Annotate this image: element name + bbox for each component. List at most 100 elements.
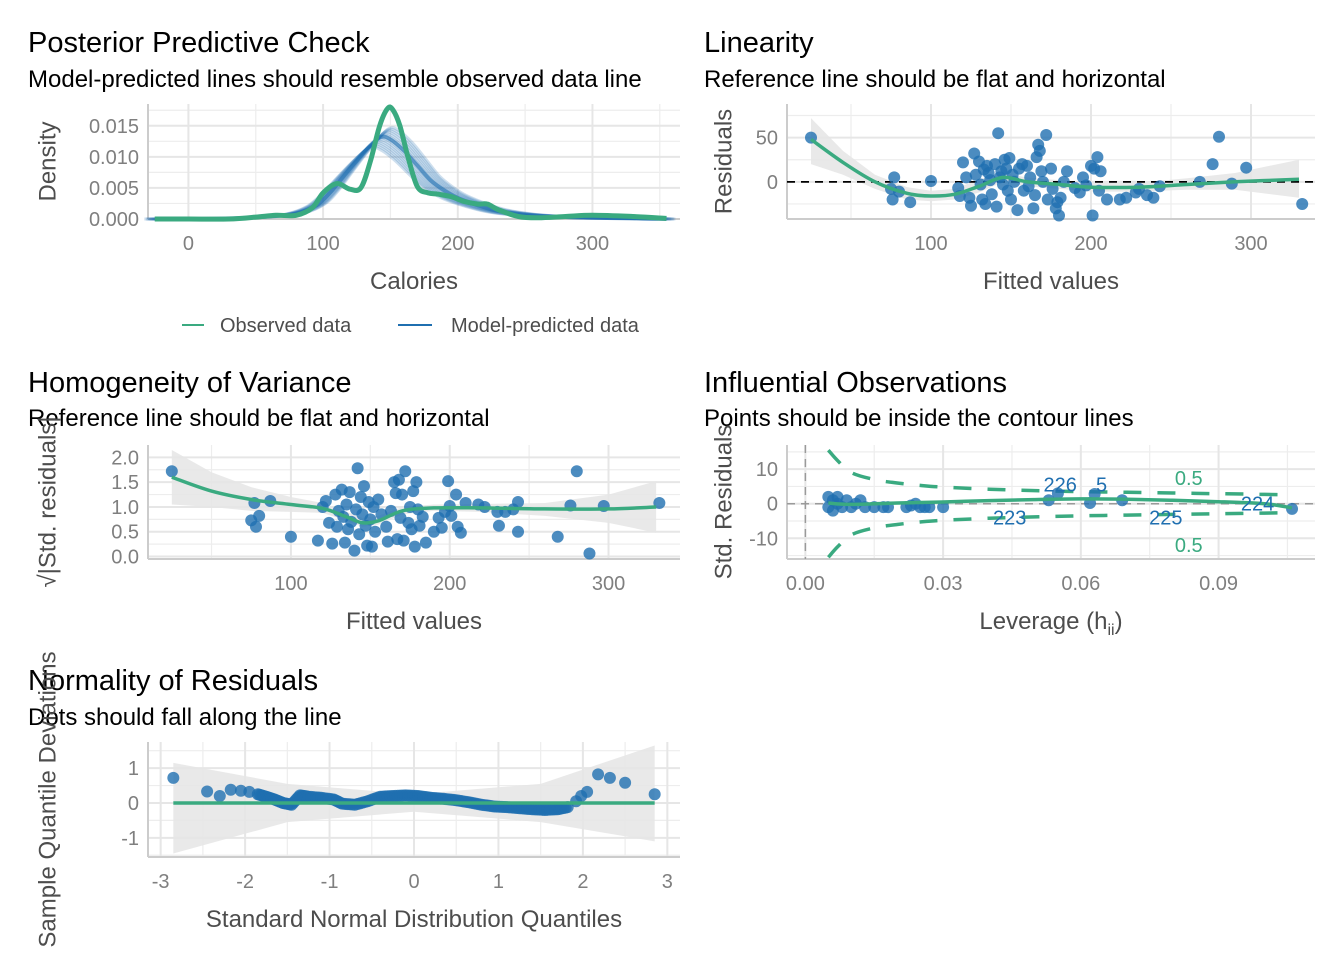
chart-title: Posterior Predictive Check xyxy=(28,27,370,59)
y-tick-label: 0.0 xyxy=(111,547,139,569)
data-point xyxy=(992,127,1005,140)
data-point xyxy=(1206,158,1219,171)
y-axis-label: Std. Residuals xyxy=(711,425,738,580)
data-point xyxy=(201,785,214,798)
y-tick-label: 2.0 xyxy=(111,447,139,469)
data-point xyxy=(381,535,394,548)
y-axis-label: Density xyxy=(35,121,62,201)
y-tick-label: 0 xyxy=(767,494,778,516)
y-tick-label: 1.5 xyxy=(111,472,139,494)
data-point xyxy=(445,509,458,522)
x-tick-label: 100 xyxy=(914,233,947,255)
y-tick-label: 1.0 xyxy=(111,497,139,519)
x-axis-label-main: Leverage (h xyxy=(979,608,1107,635)
data-point xyxy=(249,520,262,533)
chart-title: Normality of Residuals xyxy=(28,665,318,697)
x-axis-label: Fitted values xyxy=(346,608,482,635)
x-tick-label: 200 xyxy=(441,233,474,255)
x-tick-label: 0 xyxy=(408,871,419,893)
data-point xyxy=(330,520,343,533)
chart-subtitle: Dots should fall along the line xyxy=(28,704,342,731)
data-point xyxy=(551,530,564,543)
data-point xyxy=(392,473,405,486)
data-point xyxy=(1296,197,1309,210)
data-point xyxy=(397,534,410,547)
data-point xyxy=(408,540,421,553)
influential-panel: 0.00 0.03 0.06 0.09 -10 0 10 Influential Observ… xyxy=(704,367,1315,639)
data-point xyxy=(165,465,178,478)
y-tick-label: 0.005 xyxy=(89,178,139,200)
data-point xyxy=(648,788,661,801)
confidence-band xyxy=(171,449,657,533)
x-tick-label: 200 xyxy=(433,573,466,595)
y-tick-label: 0.010 xyxy=(89,147,139,169)
data-point xyxy=(1086,209,1099,222)
data-point xyxy=(311,534,324,547)
data-point xyxy=(512,496,525,508)
observation-label: 225 xyxy=(1149,508,1182,530)
x-tick-label: 1 xyxy=(493,871,504,893)
y-tick-label: 0.000 xyxy=(89,209,139,231)
data-point xyxy=(435,521,448,534)
data-point xyxy=(1005,193,1017,206)
data-point xyxy=(1147,191,1160,204)
data-point xyxy=(1054,191,1067,204)
data-point xyxy=(831,490,844,503)
data-point xyxy=(348,544,361,557)
data-point xyxy=(937,501,950,514)
data-point xyxy=(619,776,632,789)
y-tick-label: 10 xyxy=(756,459,778,481)
y-axis-label: Residuals xyxy=(711,109,738,214)
legend: Observed data Model-predicted data xyxy=(182,315,640,337)
data-point xyxy=(1045,162,1057,175)
x-tick-label: 300 xyxy=(576,233,609,255)
data-point xyxy=(396,488,409,501)
homogeneity-panel: 100 200 300 0.0 0.5 1.0 1.5 2.0 Homogeneity of V… xyxy=(28,367,680,635)
observation-label: 5 xyxy=(1096,475,1107,497)
x-tick-label: 300 xyxy=(592,573,625,595)
data-point xyxy=(399,465,412,478)
x-tick-label: 0 xyxy=(183,233,194,255)
chart-title: Influential Observations xyxy=(704,367,1007,399)
data-point xyxy=(1091,151,1104,164)
y-tick-label: 0.5 xyxy=(111,522,139,544)
data-point xyxy=(459,496,472,509)
x-tick-label: 0.06 xyxy=(1061,573,1100,595)
data-point xyxy=(603,771,616,784)
cooks-contour-lower xyxy=(827,510,1288,559)
data-point xyxy=(1101,193,1113,206)
x-tick-label: 0.03 xyxy=(924,573,963,595)
y-axis-label: Sample Quantile Deviations xyxy=(35,651,62,947)
observed-density-line xyxy=(154,104,667,222)
data-point xyxy=(886,193,899,206)
data-point xyxy=(957,156,969,169)
data-point xyxy=(1003,151,1016,164)
x-tick-label: 100 xyxy=(306,233,339,255)
data-point xyxy=(213,790,226,803)
data-point xyxy=(923,501,936,514)
x-tick-label: -2 xyxy=(236,871,254,893)
data-point xyxy=(380,520,393,533)
data-point xyxy=(979,197,992,210)
data-point xyxy=(340,498,353,511)
y-tick-label: -10 xyxy=(749,528,778,550)
y-tick-label: 50 xyxy=(756,128,778,150)
data-point xyxy=(319,495,332,508)
x-tick-label: 300 xyxy=(1234,233,1267,255)
loess-line xyxy=(171,475,657,525)
data-point xyxy=(583,547,596,560)
data-point xyxy=(653,496,666,509)
data-point xyxy=(1213,130,1225,143)
data-point xyxy=(365,540,378,553)
chart-subtitle: Model-predicted lines should resemble ob… xyxy=(28,66,642,93)
data-point xyxy=(1021,159,1033,172)
data-point xyxy=(990,200,1003,213)
data-point xyxy=(512,525,525,538)
y-axis-label: √|Std. residuals| xyxy=(35,416,62,587)
y-tick-label: 1 xyxy=(128,758,139,780)
x-tick-label: 2 xyxy=(577,871,588,893)
data-point xyxy=(253,509,266,522)
x-tick-label: 0.09 xyxy=(1199,573,1238,595)
data-point xyxy=(1051,487,1064,500)
